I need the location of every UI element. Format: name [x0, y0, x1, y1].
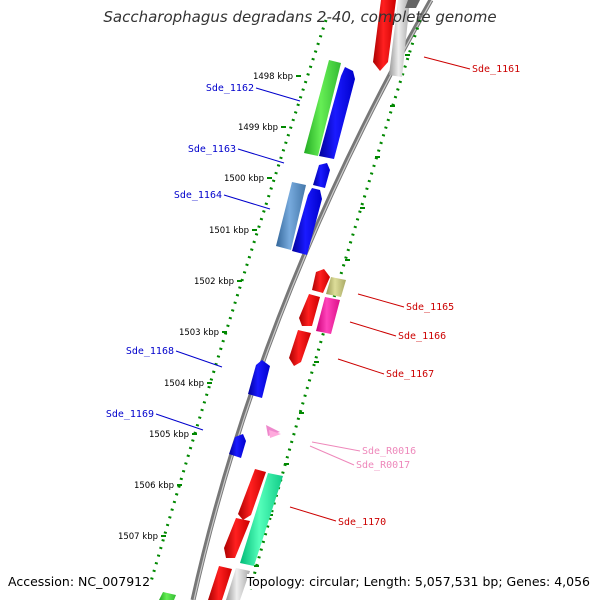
- gene-block-steel-1164[interactable]: [276, 182, 306, 250]
- gene-block-gray-1161[interactable]: [389, 0, 410, 77]
- gene-label-sde-1167[interactable]: Sde_1167: [386, 369, 434, 380]
- gene-arrow-red-1161[interactable]: [373, 0, 396, 71]
- gene-block-green-1162[interactable]: [304, 60, 341, 156]
- topology-info: Topology: circular; Length: 5,057,531 bp…: [246, 574, 590, 589]
- kbp-label: 1498 kbp: [253, 72, 293, 82]
- gene-marker-rna-2[interactable]: [269, 430, 281, 438]
- genome-backbone-highlight: [193, 0, 433, 600]
- gene-label-sde-1169[interactable]: Sde_1169: [106, 409, 154, 420]
- kbp-label: 1504 kbp: [164, 379, 204, 389]
- gene-arrow-blue-1162[interactable]: [319, 67, 355, 159]
- gene-block-gray-bottom: [226, 568, 250, 600]
- gene-label-sde-1166[interactable]: Sde_1166: [398, 331, 446, 342]
- gene-arrow-blue-1164b[interactable]: [292, 188, 322, 255]
- outer-track-genes: [208, 0, 420, 600]
- gene-arrow-red-1166[interactable]: [299, 294, 320, 326]
- gene-arrow-blue-1168[interactable]: [248, 360, 270, 398]
- gene-label-sde-1163[interactable]: Sde_1163: [188, 144, 236, 155]
- kbp-label: 1506 kbp: [134, 481, 174, 491]
- kbp-label: 1502 kbp: [194, 277, 234, 287]
- gene-arrow-red-1167[interactable]: [289, 330, 311, 366]
- kbp-label: 1505 kbp: [149, 430, 189, 440]
- kbp-label: 1503 kbp: [179, 328, 219, 338]
- gene-label-sde-r0016[interactable]: Sde_R0016: [362, 446, 416, 457]
- kbp-labels: 1498 kbp 1499 kbp 1500 kbp 1501 kbp 1502…: [118, 72, 293, 542]
- gene-label-sde-1161[interactable]: Sde_1161: [472, 64, 520, 75]
- gene-labels-right: Sde_1161 Sde_1165 Sde_1166 Sde_1167 Sde_…: [338, 64, 520, 528]
- gene-label-sde-r0017[interactable]: Sde_R0017: [356, 460, 410, 471]
- kbp-label: 1499 kbp: [238, 123, 278, 133]
- inner-track-genes: [159, 60, 355, 600]
- leader-lines: [155, 56, 471, 522]
- kbp-label: 1501 kbp: [209, 226, 249, 236]
- accession-info: Accession: NC_007912: [8, 574, 151, 589]
- gene-arrow-blue-1169[interactable]: [229, 434, 246, 458]
- gene-arrow-blue-1163[interactable]: [313, 163, 330, 188]
- kbp-tick-marks: [161, 54, 410, 567]
- gene-arrow-red-1170a[interactable]: [238, 469, 266, 520]
- kbp-label: 1500 kbp: [224, 174, 264, 184]
- gene-label-sde-1162[interactable]: Sde_1162: [206, 83, 254, 94]
- gene-block-olive-1165[interactable]: [326, 277, 346, 297]
- gene-arrow-red-bottom: [208, 566, 232, 600]
- kbp-label: 1507 kbp: [118, 532, 158, 542]
- gene-block-magenta-1166[interactable]: [316, 297, 340, 334]
- gene-block-mint-1170[interactable]: [240, 473, 283, 566]
- left-tick-track: [148, 19, 328, 586]
- gene-arrow-red-1165a[interactable]: [312, 269, 330, 293]
- gene-block-green-bottom: [159, 592, 176, 600]
- gene-label-sde-1168[interactable]: Sde_1168: [126, 346, 174, 357]
- map-title: Saccharophagus degradans 2-40, complete …: [103, 8, 497, 26]
- genome-backbone: [190, 0, 434, 600]
- gene-labels-left: Sde_1162 Sde_1163 Sde_1164 Sde_1168 Sde_…: [106, 83, 254, 420]
- gene-arrow-red-1170b[interactable]: [224, 518, 250, 558]
- gene-label-sde-1164[interactable]: Sde_1164: [174, 190, 222, 201]
- gene-block-top-gray: [405, 0, 420, 8]
- gene-label-sde-1170[interactable]: Sde_1170: [338, 517, 386, 528]
- gene-label-sde-1165[interactable]: Sde_1165: [406, 302, 454, 313]
